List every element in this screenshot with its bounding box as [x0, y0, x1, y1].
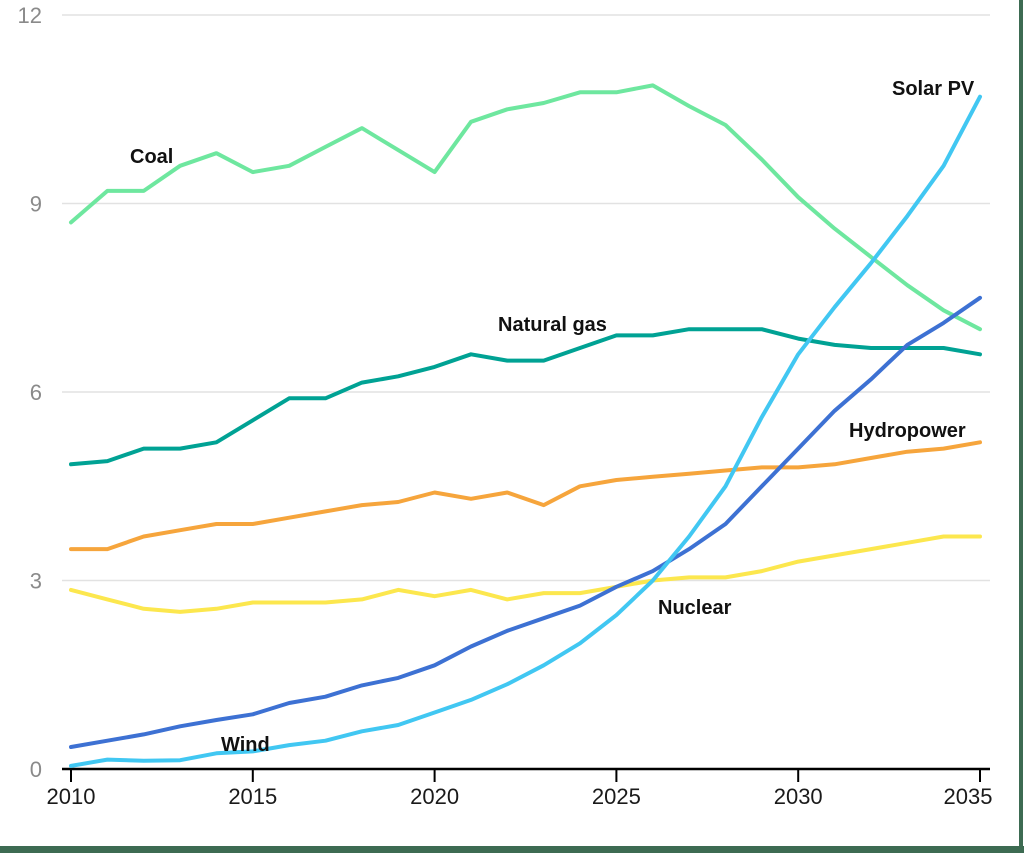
- x-tick-label-2030: 2030: [774, 784, 823, 809]
- x-tick-label-2010: 2010: [47, 784, 96, 809]
- y-tick-label-12: 12: [18, 3, 42, 28]
- line-natural-gas: [69, 327, 982, 467]
- y-tick-label-6: 6: [30, 380, 42, 405]
- series-label-natural-gas: Natural gas: [498, 314, 607, 336]
- window-border-bottom: [0, 846, 1024, 853]
- x-tick-label-2035: 2035: [944, 784, 993, 809]
- series-label-solar-pv: Solar PV: [892, 78, 975, 100]
- y-tick-label-9: 9: [30, 192, 42, 217]
- x-tick-label-2020: 2020: [410, 784, 459, 809]
- x-tick-label-2015: 2015: [228, 784, 277, 809]
- line-wind: [69, 295, 982, 749]
- series-label-wind: Wind: [221, 734, 270, 756]
- y-tick-label-3: 3: [30, 569, 42, 594]
- line-nuclear: [69, 534, 982, 614]
- line-hydropower: [69, 440, 982, 552]
- x-tick-label-2025: 2025: [592, 784, 641, 809]
- line-solar-pv: [69, 94, 982, 768]
- series-label-coal: Coal: [130, 146, 173, 168]
- line-coal: [69, 83, 982, 332]
- window-border-right: [1019, 0, 1023, 853]
- series-label-hydropower: Hydropower: [849, 420, 966, 442]
- series-label-nuclear: Nuclear: [658, 597, 732, 619]
- y-tick-label-0: 0: [30, 757, 42, 782]
